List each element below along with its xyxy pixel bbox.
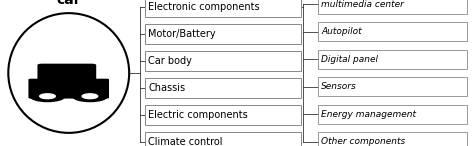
Text: Climate control: Climate control — [148, 137, 223, 146]
Circle shape — [30, 91, 65, 101]
FancyBboxPatch shape — [318, 0, 467, 14]
Text: car: car — [56, 0, 81, 7]
FancyBboxPatch shape — [318, 77, 467, 96]
Text: Sensors: Sensors — [321, 82, 357, 91]
FancyBboxPatch shape — [145, 51, 301, 71]
FancyBboxPatch shape — [318, 105, 467, 124]
Text: Electric components: Electric components — [148, 110, 248, 120]
FancyBboxPatch shape — [318, 132, 467, 146]
Text: Energy management: Energy management — [321, 110, 416, 119]
FancyBboxPatch shape — [37, 64, 96, 83]
Text: Car body: Car body — [148, 56, 192, 66]
FancyBboxPatch shape — [318, 50, 467, 69]
Text: Motor/Battery: Motor/Battery — [148, 29, 216, 39]
FancyBboxPatch shape — [28, 79, 109, 99]
Circle shape — [40, 94, 55, 99]
FancyBboxPatch shape — [145, 78, 301, 98]
Text: Other components: Other components — [321, 137, 406, 146]
Text: Chassis: Chassis — [148, 83, 185, 93]
Text: Digital panel: Digital panel — [321, 55, 378, 64]
Circle shape — [82, 94, 98, 99]
Circle shape — [73, 91, 107, 101]
FancyBboxPatch shape — [145, 132, 301, 146]
FancyBboxPatch shape — [145, 24, 301, 44]
FancyBboxPatch shape — [145, 105, 301, 125]
Text: Autopilot: Autopilot — [321, 27, 362, 36]
FancyBboxPatch shape — [145, 0, 301, 17]
Text: multimedia center: multimedia center — [321, 0, 404, 9]
Text: Electronic components: Electronic components — [148, 2, 260, 12]
FancyBboxPatch shape — [318, 22, 467, 41]
